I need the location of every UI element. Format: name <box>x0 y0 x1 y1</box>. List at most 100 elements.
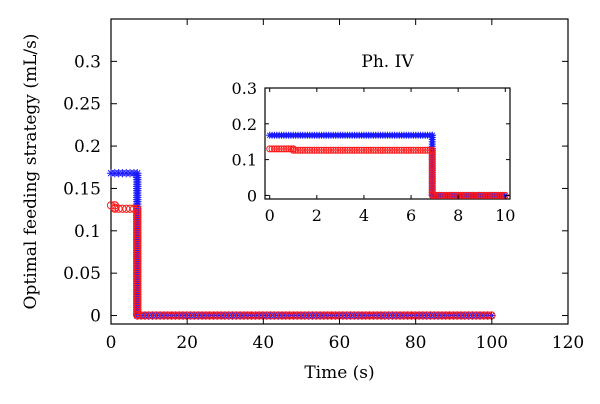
data-point <box>133 211 142 220</box>
data-point <box>133 244 142 253</box>
inset-plot-frame <box>264 87 511 200</box>
main-y-tick-label: 0.25 <box>63 95 101 115</box>
data-point <box>296 146 304 154</box>
data-point <box>308 146 316 154</box>
data-point <box>402 146 410 154</box>
inset-data-layer <box>266 131 509 199</box>
data-point <box>449 191 457 199</box>
data-point <box>482 191 490 199</box>
y-axis-label: Optimal feeding strategy (mL/s) <box>21 34 41 310</box>
data-point <box>405 146 413 154</box>
inset-background <box>265 88 510 199</box>
data-point <box>428 153 436 161</box>
data-point <box>497 191 505 199</box>
data-point <box>360 146 368 154</box>
data-point <box>292 146 300 154</box>
main-x-tick-label: 120 <box>552 333 584 353</box>
inset-x-tick-label: 4 <box>359 206 369 225</box>
inset-y-tick-label: 0 <box>247 186 257 205</box>
data-point <box>435 191 443 199</box>
data-point <box>268 145 276 153</box>
data-point <box>133 235 142 244</box>
data-point <box>428 184 436 192</box>
data-point <box>133 246 142 255</box>
data-point <box>133 204 142 213</box>
data-point <box>379 146 387 154</box>
data-point <box>490 191 498 199</box>
main-x-tick-label: 60 <box>329 333 351 353</box>
data-point <box>133 288 142 297</box>
data-point <box>452 191 460 199</box>
data-point <box>428 191 436 199</box>
data-point <box>447 191 455 199</box>
inset-y-tick-label: 0.3 <box>232 79 257 98</box>
data-point <box>428 177 436 185</box>
data-point <box>133 248 142 257</box>
data-point <box>282 145 290 153</box>
data-point <box>133 270 142 279</box>
inset-x-tick-label: 8 <box>453 206 463 225</box>
data-point <box>428 179 436 187</box>
data-point <box>428 160 436 168</box>
data-point <box>416 146 424 154</box>
data-point <box>483 311 492 320</box>
data-point <box>398 146 406 154</box>
data-point <box>133 275 142 284</box>
data-point <box>322 146 330 154</box>
data-point <box>471 191 479 199</box>
main-y-tick-label: 0 <box>90 307 101 327</box>
data-point <box>133 220 142 229</box>
data-point <box>133 259 142 268</box>
main-data-layer <box>106 168 496 320</box>
data-point <box>277 145 285 153</box>
data-point <box>332 146 340 154</box>
data-point <box>492 191 500 199</box>
data-point <box>487 191 495 199</box>
data-point <box>133 277 142 286</box>
data-point <box>393 146 401 154</box>
data-point <box>313 146 321 154</box>
data-point <box>275 145 283 153</box>
data-point <box>133 261 142 271</box>
data-point <box>459 191 467 199</box>
data-point <box>386 146 394 154</box>
data-point <box>478 191 486 199</box>
data-point <box>133 228 142 238</box>
data-point <box>133 226 142 235</box>
data-point <box>133 283 142 293</box>
data-point <box>381 146 389 154</box>
data-point <box>303 146 311 154</box>
data-point <box>428 149 436 157</box>
data-point <box>480 191 488 199</box>
data-point <box>315 146 323 154</box>
data-point <box>428 175 436 183</box>
data-point <box>428 155 436 163</box>
data-point <box>461 191 469 199</box>
data-point <box>440 191 448 199</box>
data-point <box>133 301 142 310</box>
data-point <box>464 191 472 199</box>
data-point <box>133 209 142 218</box>
data-point <box>485 191 493 199</box>
inset-x-tick-label: 6 <box>406 206 416 225</box>
data-point <box>407 146 415 154</box>
data-point <box>310 146 318 154</box>
data-point <box>419 146 427 154</box>
data-point <box>270 145 278 153</box>
data-point <box>294 146 302 154</box>
data-point <box>133 233 142 242</box>
data-point <box>289 146 297 154</box>
data-point <box>133 242 142 251</box>
inset-title: Ph. IV <box>361 52 414 72</box>
data-point <box>355 146 363 154</box>
data-point <box>133 266 142 275</box>
data-point <box>133 272 142 282</box>
data-point <box>336 146 344 154</box>
data-point <box>395 146 403 154</box>
data-point <box>468 191 476 199</box>
data-point <box>428 146 436 154</box>
data-point <box>329 146 337 154</box>
data-point <box>133 222 142 231</box>
